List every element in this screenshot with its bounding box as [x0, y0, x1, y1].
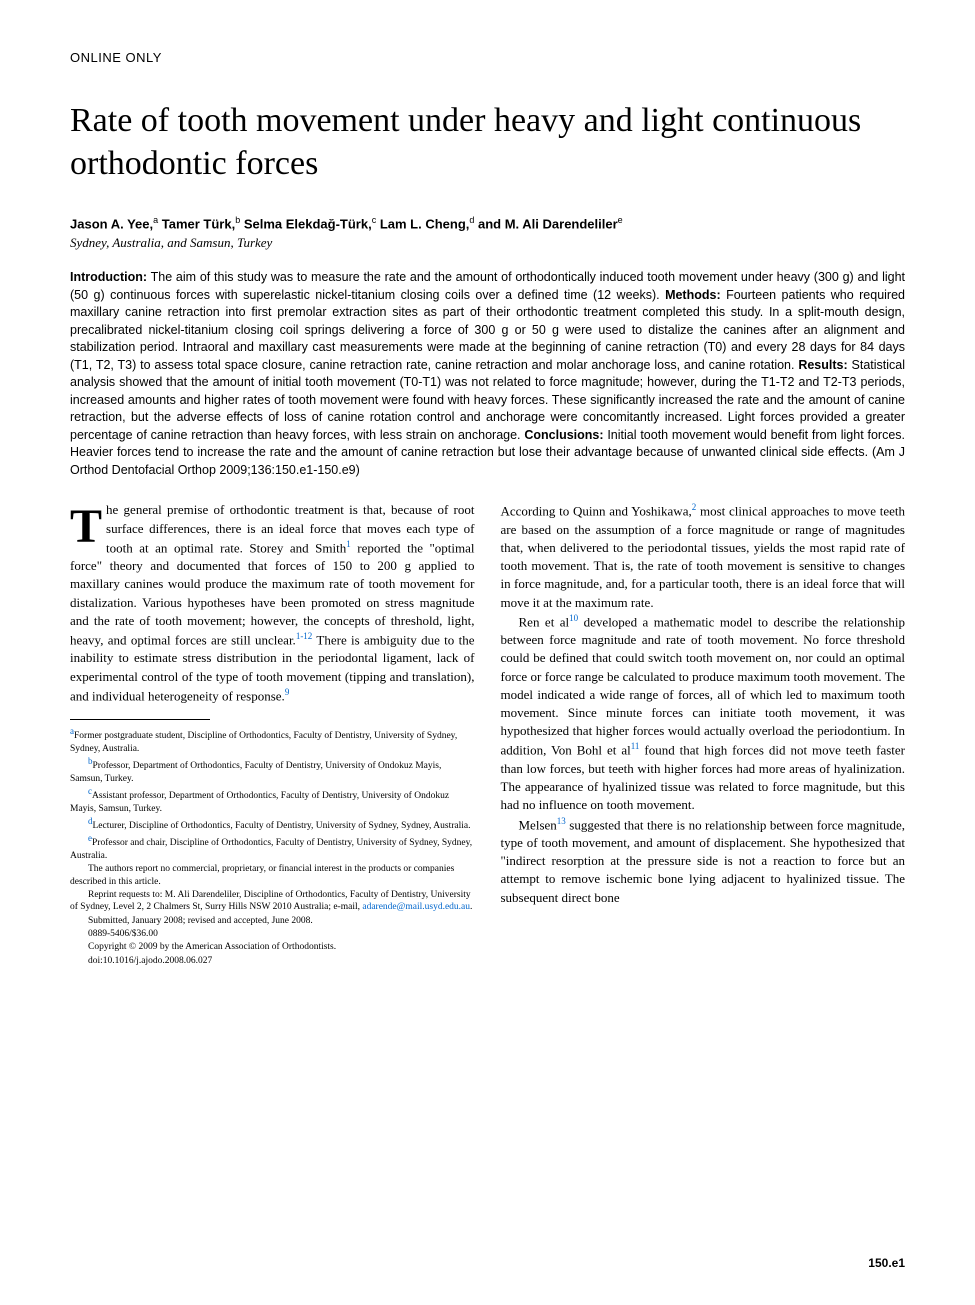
citation-ref[interactable]: 9 — [285, 687, 290, 697]
section-label: ONLINE ONLY — [70, 50, 905, 65]
footnote-copyright: Copyright © 2009 by the American Associa… — [70, 941, 475, 953]
footnotes-divider — [70, 719, 210, 720]
article-title: Rate of tooth movement under heavy and l… — [70, 100, 905, 185]
paragraph-3: Ren et al10 developed a mathematic model… — [501, 612, 906, 815]
footnote-issn: 0889-5406/$36.00 — [70, 928, 475, 940]
footnote-submitted: Submitted, January 2008; revised and acc… — [70, 915, 475, 927]
dropcap: T — [70, 501, 106, 548]
citation-ref[interactable]: 10 — [569, 613, 578, 623]
footnote-disclosure: The authors report no commercial, propri… — [70, 863, 475, 888]
abstract-methods-label: Methods: — [665, 288, 721, 302]
footnote-doi: doi:10.1016/j.ajodo.2008.06.027 — [70, 955, 475, 967]
body-text: The general premise of orthodontic treat… — [70, 501, 905, 968]
abstract-results-label: Results: — [798, 358, 847, 372]
paragraph-2: According to Quinn and Yoshikawa,2 most … — [501, 501, 906, 611]
footnote-b: bProfessor, Department of Orthodontics, … — [70, 756, 475, 785]
page-number: 150.e1 — [868, 1256, 905, 1270]
footnotes: aFormer postgraduate student, Discipline… — [70, 726, 475, 967]
reprint-email[interactable]: adarende@mail.usyd.edu.au — [362, 902, 470, 912]
footnote-a: aFormer postgraduate student, Discipline… — [70, 726, 475, 755]
abstract-conclusions-label: Conclusions: — [524, 428, 603, 442]
authors-list: Jason A. Yee,a Tamer Türk,b Selma Elekda… — [70, 215, 905, 231]
abstract-intro-label: Introduction: — [70, 270, 147, 284]
paragraph-1: The general premise of orthodontic treat… — [70, 501, 475, 705]
footnote-e: eProfessor and chair, Discipline of Orth… — [70, 833, 475, 862]
abstract: Introduction: The aim of this study was … — [70, 269, 905, 479]
footnote-c: cAssistant professor, Department of Orth… — [70, 786, 475, 815]
citation-ref[interactable]: 13 — [557, 816, 566, 826]
paragraph-4: Melsen13 suggested that there is no rela… — [501, 815, 906, 907]
footnote-reprint: Reprint requests to: M. Ali Darendeliler… — [70, 889, 475, 914]
affiliations: Sydney, Australia, and Samsun, Turkey — [70, 235, 905, 251]
footnote-d: dLecturer, Discipline of Orthodontics, F… — [70, 816, 475, 833]
citation-ref[interactable]: 1-12 — [296, 631, 313, 641]
